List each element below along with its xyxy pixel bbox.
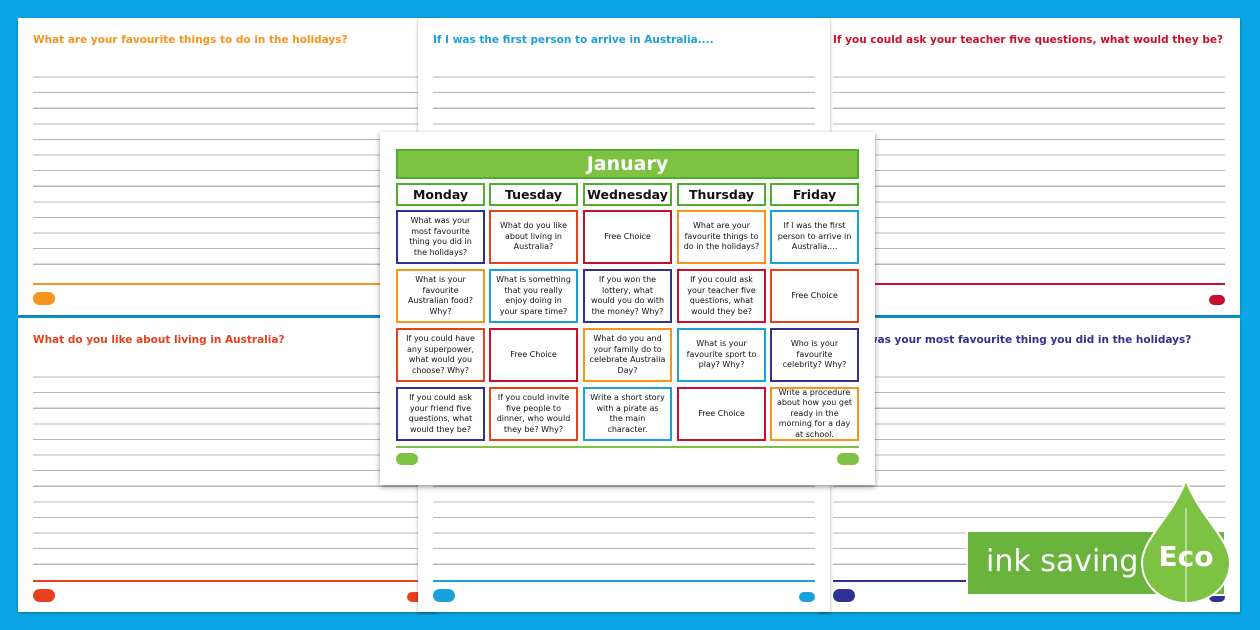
logo-icon	[799, 592, 815, 602]
activity-cell: Free Choice	[677, 387, 766, 441]
logo-icon	[1209, 592, 1225, 602]
activity-cell: If you could invite five people to dinne…	[489, 387, 578, 441]
activity-cell: Write a procedure about how you get read…	[770, 387, 859, 441]
day-header: Wednesday	[583, 183, 672, 206]
activity-cell: What is your favourite sport to play? Wh…	[677, 328, 766, 382]
sheet-title: What are your favourite things to do in …	[33, 34, 348, 46]
activity-cell: What are your favourite things to do in …	[677, 210, 766, 264]
sheet-footer-bar	[433, 580, 815, 582]
sheet-title: What do you like about living in Austral…	[33, 334, 285, 346]
sheet-title: If you could ask your teacher five quest…	[833, 34, 1224, 46]
ink-saving-label: ink saving	[986, 544, 1139, 579]
logo-icon	[433, 589, 455, 602]
sheet-footer-bar	[33, 580, 423, 582]
logo-icon	[33, 292, 55, 305]
activity-cell: Who is your favourite celebrity? Why?	[770, 328, 859, 382]
footer-divider	[396, 446, 859, 448]
eco-label: Eco	[1158, 540, 1214, 573]
activity-cell: If you won the lottery, what would you d…	[583, 269, 672, 323]
logo-icon	[396, 453, 418, 465]
eco-drop-icon: Eco	[1140, 477, 1232, 604]
sheet-title: If I was the first person to arrive in A…	[433, 34, 714, 46]
logo-icon	[837, 453, 859, 465]
activity-cell: What is something that you really enjoy …	[489, 269, 578, 323]
month-title: January	[396, 149, 859, 179]
logo-icon	[1209, 295, 1225, 305]
logo-icon	[407, 592, 423, 602]
sheet-footer-bar	[33, 283, 423, 285]
day-header: Monday	[396, 183, 485, 206]
calendar-sheet: January Monday Tuesday Wednesday Thursday Fr…	[380, 132, 875, 485]
writing-sheet: If you could ask your teacher five quest…	[818, 18, 1240, 315]
ruled-lines	[33, 362, 423, 570]
activity-cell: If you could ask your teacher five quest…	[677, 269, 766, 323]
day-header: Friday	[770, 183, 859, 206]
ruled-lines	[33, 62, 423, 270]
activity-cell: What was your most favourite thing you d…	[396, 210, 485, 264]
activity-cell: If you could have any superpower, what w…	[396, 328, 485, 382]
activity-cell: What is your favourite Australian food? …	[396, 269, 485, 323]
activity-cell: Write a short story with a pirate as the…	[583, 387, 672, 441]
day-header: Thursday	[677, 183, 766, 206]
activity-cell: If you could ask your friend five questi…	[396, 387, 485, 441]
sheet-title: What was your most favourite thing you d…	[833, 334, 1192, 346]
activity-cell: Free Choice	[583, 210, 672, 264]
activity-cell: Free Choice	[770, 269, 859, 323]
writing-sheet: What was your most favourite thing you d…	[818, 318, 1240, 612]
day-header: Tuesday	[489, 183, 578, 206]
writing-sheet: What are your favourite things to do in …	[18, 18, 438, 315]
activity-cell: What do you like about living in Austral…	[489, 210, 578, 264]
activity-cell: Free Choice	[489, 328, 578, 382]
activity-cell: If I was the first person to arrive in A…	[770, 210, 859, 264]
writing-sheet: What do you like about living in Austral…	[18, 318, 438, 612]
activity-cell: What do you and your family do to celebr…	[583, 328, 672, 382]
logo-icon	[33, 589, 55, 602]
ruled-lines	[833, 62, 1225, 270]
sheet-footer-bar	[833, 283, 1225, 285]
logo-icon	[833, 589, 855, 602]
